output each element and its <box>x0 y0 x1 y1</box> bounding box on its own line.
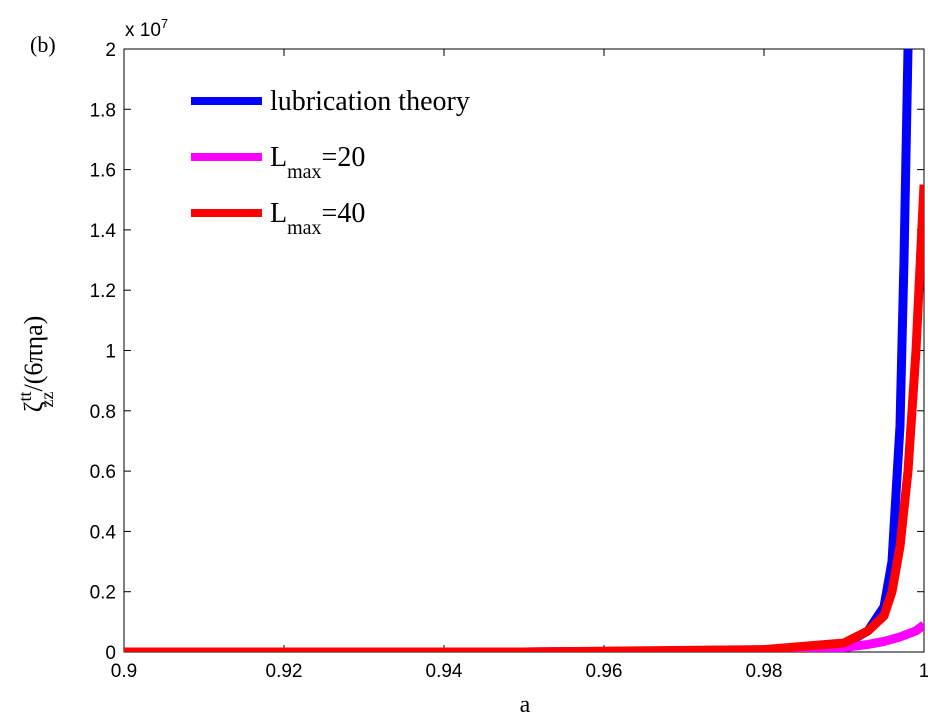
y-tick-label: 0.6 <box>90 462 116 483</box>
y-axis-label-subscript: zz <box>37 392 57 408</box>
x-tick-label: 1 <box>919 661 928 682</box>
y-axis-label-symbol: ζ <box>19 401 48 412</box>
y-axis-label-text: ζtt zz/(6πηa) <box>15 316 57 413</box>
y-tick-label: 1.4 <box>90 221 117 242</box>
y-tick-label: 2 <box>105 40 116 61</box>
x-tick-label: 0.96 <box>586 661 623 682</box>
x-tick-label: 0.92 <box>266 661 303 682</box>
y-exponent-label: x 107 <box>125 16 168 41</box>
y-tick-label: 1.8 <box>90 100 116 121</box>
legend-label-main: L <box>270 198 287 229</box>
y-axis-label: ζtt zz/(6πηa) <box>15 316 57 413</box>
legend-label-0: lubrication theory <box>270 86 470 117</box>
series-layer <box>124 49 924 652</box>
y-tick-label: 0.8 <box>90 402 116 423</box>
legend-label-main: lubrication theory <box>270 86 470 117</box>
panel-label: (b) <box>30 32 56 57</box>
y-tick-label: 0 <box>105 643 116 664</box>
legend-label-1: Lmax=20 <box>270 142 365 183</box>
y-tick-label: 1 <box>105 342 116 363</box>
legend-label-main: L <box>270 142 287 173</box>
legend-label-sub: max <box>287 161 321 183</box>
x-axis-label: a <box>520 692 531 718</box>
series-line-2 <box>124 184 924 652</box>
legend-label-2: Lmax=40 <box>270 198 365 239</box>
y-axis-label-superscript: tt <box>15 392 35 402</box>
y-tick-label: 1.6 <box>90 161 116 182</box>
series-line-0 <box>124 49 913 652</box>
y-exponent-base: x 10 <box>125 20 161 41</box>
x-tick-label: 0.9 <box>111 661 137 682</box>
y-tick-label: 1.2 <box>90 281 116 302</box>
legend-label-rest: =40 <box>322 198 366 229</box>
y-tick-label: 0.4 <box>90 522 117 543</box>
y-axis-label-suffix: /(6πηa) <box>19 316 48 392</box>
legend-label-sub: max <box>287 217 321 239</box>
x-tick-label: 0.94 <box>426 661 463 682</box>
y-exponent-power: 7 <box>161 16 168 31</box>
plot-frame <box>123 48 925 653</box>
legend-label-rest: =20 <box>322 142 366 173</box>
x-tick-label: 0.98 <box>746 661 783 682</box>
y-tick-label: 0.2 <box>90 583 116 604</box>
